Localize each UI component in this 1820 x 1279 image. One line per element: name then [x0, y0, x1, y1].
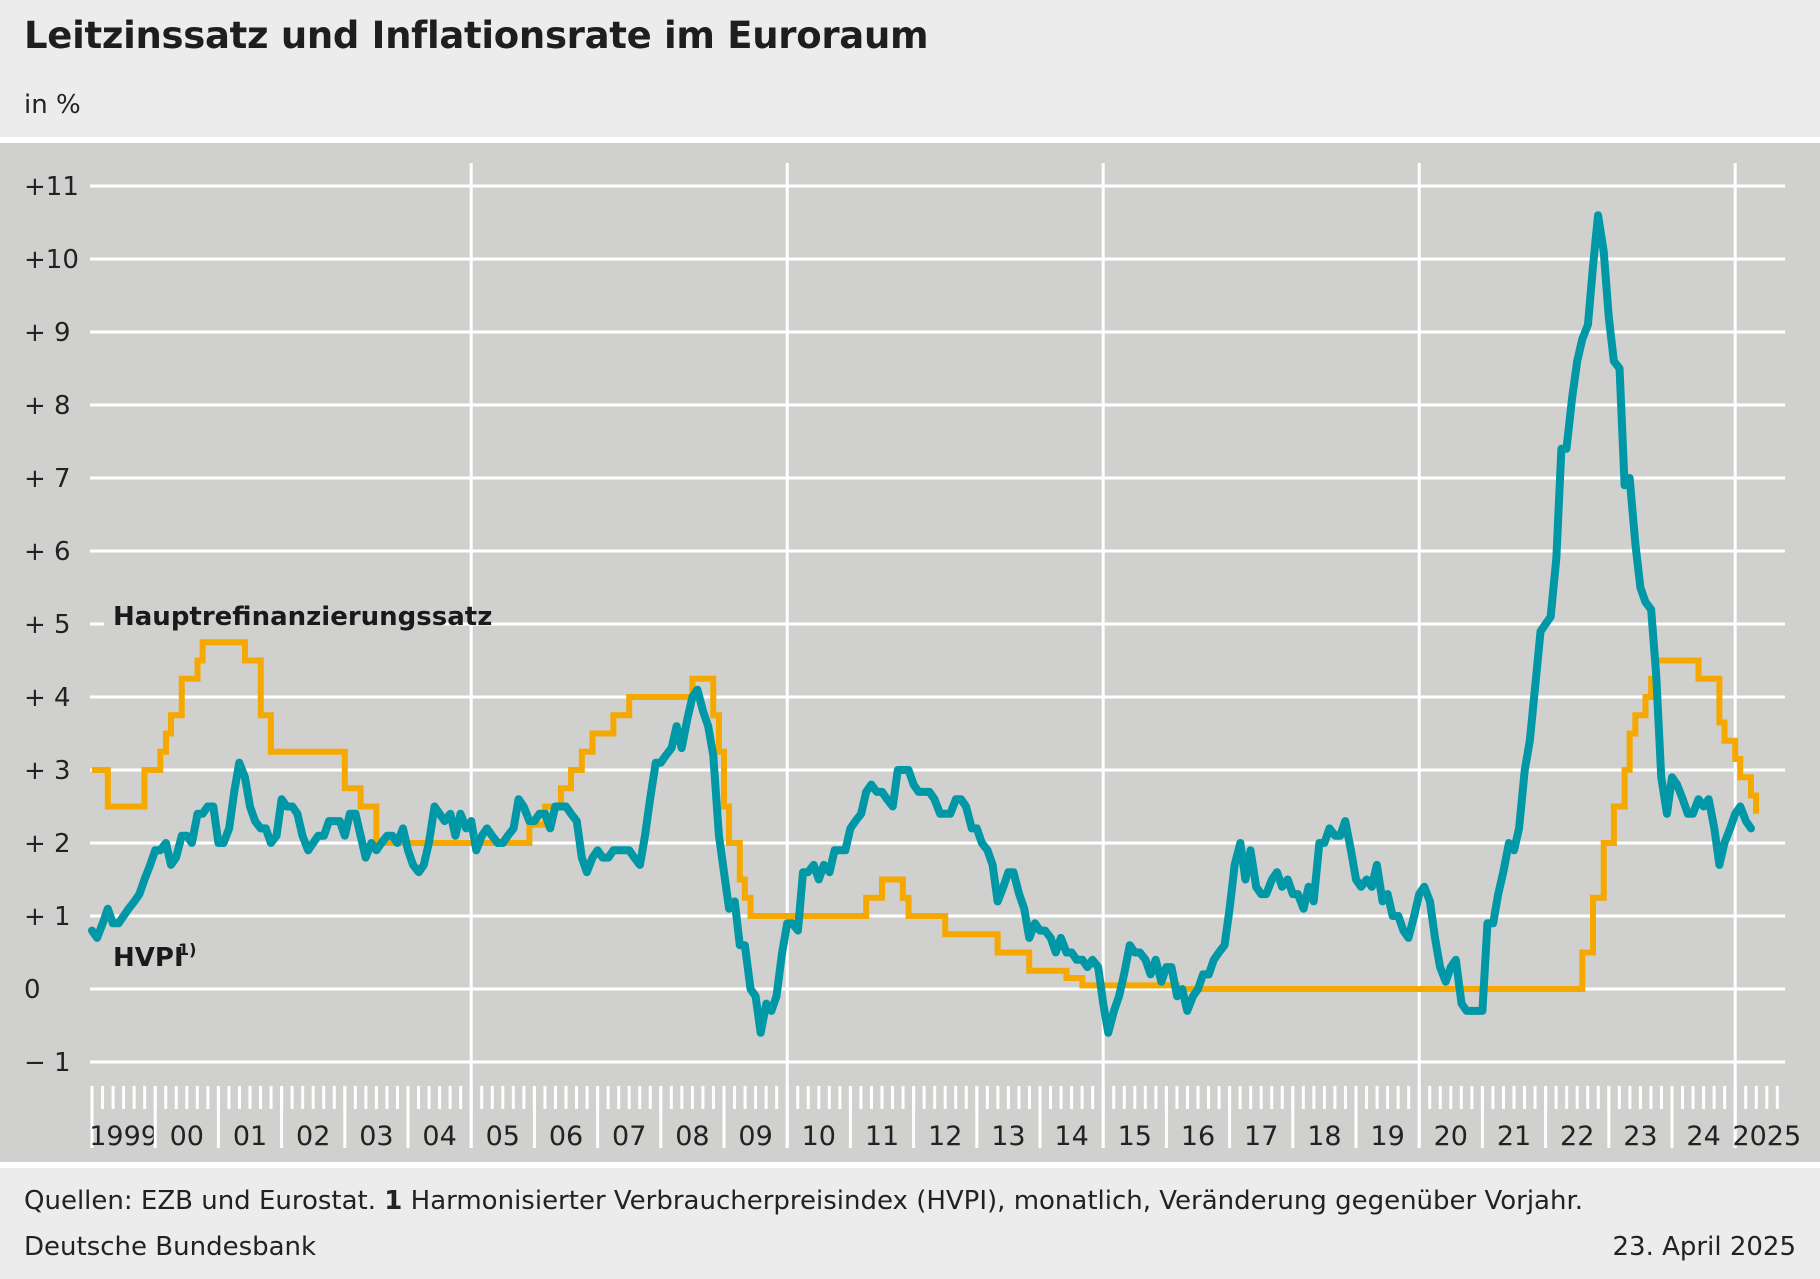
hvpi-series-footnote-marker: 1) [178, 940, 196, 959]
x-tick-label: 13 [991, 1121, 1025, 1152]
y-tick-label: + 7 [24, 464, 71, 494]
x-tick-label: 20 [1434, 1121, 1468, 1152]
x-tick-label: 17 [1244, 1121, 1278, 1152]
y-tick-label: +10 [24, 245, 79, 275]
refi-series-line [92, 639, 1760, 992]
source-prefix: Quellen: EZB und Eurostat. [24, 1186, 377, 1216]
y-tick-label: + 5 [24, 610, 71, 640]
x-tick-label: 11 [865, 1121, 899, 1152]
x-tick-label: 00 [170, 1121, 204, 1152]
x-axis: 1999 00 01 02 03 04 05 06 07 08 09 10 11 12 13 14 15 16 17… [89, 1086, 1801, 1152]
hvpi-series-label: HVPI [113, 943, 184, 973]
x-tick-label: 16 [1181, 1121, 1215, 1152]
y-tick-label: 0 [24, 975, 41, 1005]
footer-source-note: Quellen: EZB und Eurostat. 1 Harmonisier… [24, 1186, 1583, 1216]
y-tick-label: + 2 [24, 829, 71, 859]
x-tick-label: 02 [296, 1121, 330, 1152]
x-tick-label: 12 [928, 1121, 962, 1152]
x-tick-label: 22 [1560, 1121, 1594, 1152]
footnote-number: 1 [384, 1186, 403, 1216]
y-tick-label: + 8 [24, 391, 71, 421]
plot-area-background [0, 143, 1820, 1162]
y-tick-label: +11 [24, 172, 79, 202]
refi-label-background [104, 596, 442, 636]
x-tick-label: 06 [549, 1121, 583, 1152]
x-tick-label: 09 [738, 1121, 772, 1152]
chart-unit-label: in % [24, 90, 81, 120]
footnote-text: Harmonisierter Verbraucherpreisindex (HV… [410, 1186, 1584, 1216]
x-tick-label: 18 [1307, 1121, 1341, 1152]
x-tick-label: 23 [1623, 1121, 1657, 1152]
x-tick-label: 07 [612, 1121, 646, 1152]
x-tick-label: 03 [359, 1121, 393, 1152]
x-tick-label: 01 [233, 1121, 267, 1152]
x-tick-label: 14 [1054, 1121, 1088, 1152]
header-separator [0, 137, 1820, 143]
refi-series-label: Hauptrefinanzierungssatz [113, 602, 492, 632]
chart-title: Leitzinssatz und Inflationsrate im Euror… [24, 14, 929, 57]
publication-date: 23. April 2025 [1612, 1232, 1796, 1262]
x-tick-label: 2025 [1732, 1121, 1801, 1152]
y-axis-ticks: +11 +10 + 9 + 8 + 7 + 6 + 5 + 4 + 3 + 2 + 1 0 − 1 [24, 172, 79, 1078]
grid-lines [90, 163, 1785, 1148]
x-tick-label: 1999 [89, 1121, 158, 1152]
y-tick-label: + 3 [24, 756, 71, 786]
footer-separator [0, 1162, 1820, 1168]
hvpi-series-line [88, 211, 1755, 1037]
publisher-name: Deutsche Bundesbank [24, 1232, 317, 1262]
y-tick-label: + 1 [24, 902, 71, 932]
y-tick-label: + 9 [24, 318, 71, 348]
x-tick-label: 10 [802, 1121, 836, 1152]
y-tick-label: + 6 [24, 537, 71, 567]
x-tick-label: 15 [1118, 1121, 1152, 1152]
x-tick-label: 08 [675, 1121, 709, 1152]
series-annotations: Hauptrefinanzierungssatz HVPI 1) [104, 596, 492, 973]
x-tick-label: 21 [1497, 1121, 1531, 1152]
chart-header: Leitzinssatz und Inflationsrate im Euror… [0, 0, 1820, 137]
series-layer [88, 211, 1760, 1037]
x-tick-label: 19 [1370, 1121, 1404, 1152]
x-tick-label: 05 [486, 1121, 520, 1152]
y-tick-label: − 1 [24, 1048, 71, 1078]
x-tick-label: 04 [422, 1121, 456, 1152]
x-tick-label: 24 [1686, 1121, 1720, 1152]
y-tick-label: + 4 [24, 683, 71, 713]
